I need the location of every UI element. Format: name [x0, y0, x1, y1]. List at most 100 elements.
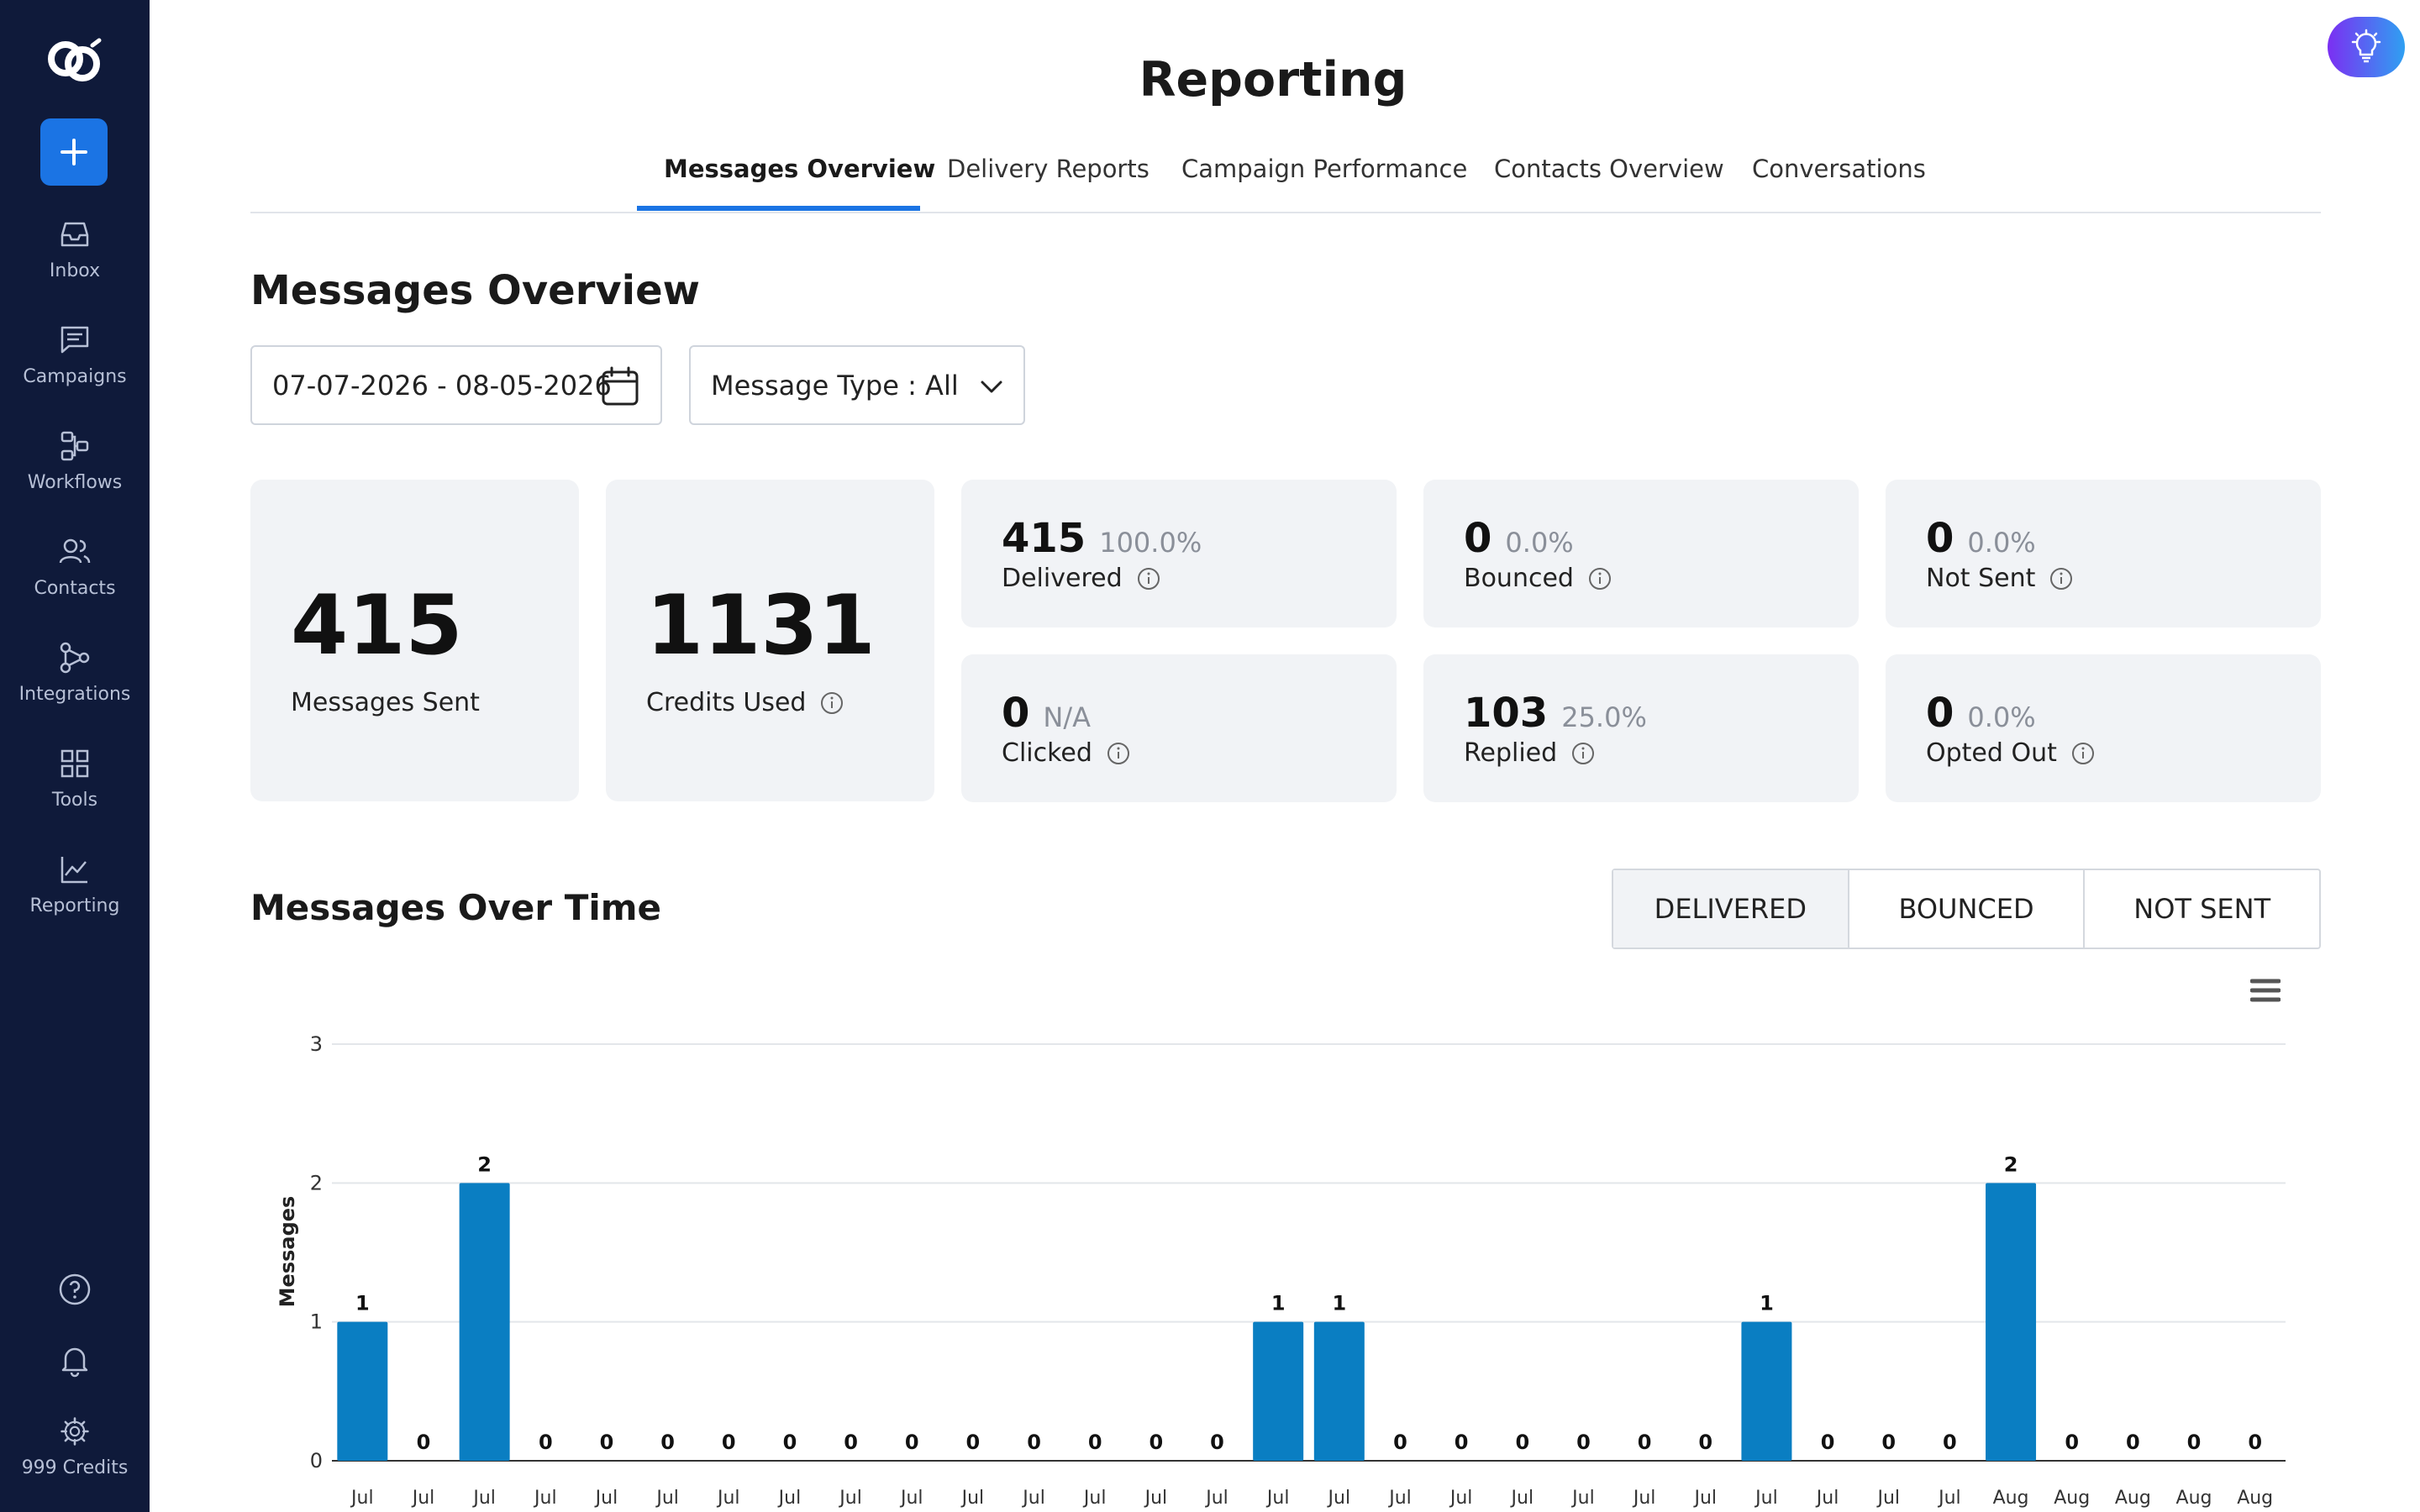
tab-messages-overview[interactable]: Messages Overview — [664, 155, 936, 183]
data-label: 2 — [477, 1152, 492, 1176]
data-label: 0 — [1943, 1431, 1957, 1454]
stat-value: 0 — [1002, 690, 1030, 737]
create-new-button[interactable] — [40, 118, 108, 186]
sidebar-item-label: Campaigns — [23, 366, 127, 387]
x-tick-label: Jul — [1632, 1488, 1656, 1509]
stat-card-not-sent: 0 0.0% Not Sent — [1886, 480, 2321, 627]
active-tab-indicator — [637, 206, 920, 211]
data-label: 0 — [539, 1431, 553, 1454]
x-tick-label: Jul — [594, 1488, 618, 1509]
info-icon[interactable] — [1587, 566, 1612, 591]
bar[interactable] — [1313, 1321, 1365, 1461]
data-label: 0 — [1150, 1431, 1164, 1454]
data-label: 0 — [1576, 1431, 1591, 1454]
stat-percent: 100.0% — [1099, 527, 1202, 559]
bar[interactable] — [1986, 1183, 2037, 1461]
sidebar-item-integrations[interactable]: Integrations — [0, 640, 150, 732]
stat-card-clicked: 0 N/A Clicked — [961, 654, 1397, 802]
sidebar-item-tools[interactable]: Tools — [0, 746, 150, 838]
tab-conversations[interactable]: Conversations — [1752, 155, 1926, 183]
chart-menu-icon[interactable] — [2250, 978, 2281, 1003]
bar[interactable] — [459, 1183, 510, 1461]
data-label: 0 — [1393, 1431, 1407, 1454]
stat-card-opted-out: 0 0.0% Opted Out — [1886, 654, 2321, 802]
x-tick-label: Jul — [777, 1488, 802, 1509]
x-tick-label: Jul — [350, 1488, 374, 1509]
tab-delivery-reports[interactable]: Delivery Reports — [947, 155, 1150, 183]
x-tick-label: Aug — [1993, 1488, 2029, 1509]
data-label: 0 — [1881, 1431, 1896, 1454]
sidebar-item-reporting[interactable]: Reporting — [0, 852, 150, 944]
bar[interactable] — [1741, 1321, 1792, 1461]
calendar-icon — [602, 366, 639, 406]
chart-icon — [60, 857, 87, 884]
y-axis-label: Messages — [276, 1196, 299, 1308]
toggle-not-sent-button[interactable]: NOT SENT — [2133, 893, 2271, 925]
data-label: 1 — [1271, 1292, 1286, 1315]
sidebar-item-contacts[interactable]: Contacts — [0, 534, 150, 627]
lightbulb-icon — [2351, 29, 2381, 63]
x-tick-label: Jul — [1204, 1488, 1228, 1509]
data-label: 0 — [1210, 1431, 1224, 1454]
bar[interactable] — [1253, 1321, 1304, 1461]
section-title: Messages Overview — [250, 267, 701, 314]
sidebar-item-campaigns[interactable]: Campaigns — [0, 323, 150, 415]
info-icon[interactable] — [819, 690, 844, 716]
info-icon[interactable] — [1106, 741, 1131, 766]
stat-percent: 0.0% — [1505, 527, 1574, 559]
info-icon[interactable] — [2049, 566, 2074, 591]
info-icon[interactable] — [1570, 741, 1596, 766]
stat-label: Bounced — [1464, 564, 1574, 593]
data-label: 0 — [660, 1431, 675, 1454]
tips-button[interactable] — [2328, 17, 2405, 77]
app-logo-icon[interactable] — [42, 34, 106, 87]
x-tick-label: Aug — [2237, 1488, 2273, 1509]
help-icon[interactable] — [57, 1272, 92, 1307]
grid-icon — [60, 749, 89, 778]
bell-icon[interactable] — [57, 1342, 92, 1378]
info-icon[interactable] — [1136, 566, 1161, 591]
sidebar-item-label: Integrations — [18, 684, 131, 705]
x-tick-label: Jul — [1144, 1488, 1168, 1509]
stat-label: Delivered — [1002, 564, 1123, 593]
credits-balance[interactable]: 999 Credits — [21, 1457, 129, 1478]
gear-icon[interactable] — [60, 1416, 90, 1446]
tab-campaign-performance[interactable]: Campaign Performance — [1181, 155, 1468, 183]
data-label: 0 — [966, 1431, 981, 1454]
stat-card-credits-used: 1131 Credits Used — [606, 480, 934, 801]
x-tick-label: Jul — [1876, 1488, 1900, 1509]
toggle-delivered-button[interactable]: DELIVERED — [1613, 870, 1849, 948]
stat-card-bounced: 0 0.0% Bounced — [1423, 480, 1859, 627]
date-range-picker[interactable]: 07-07-2026 - 08-05-2026 — [250, 345, 662, 425]
sidebar-item-workflows[interactable]: Workflows — [0, 428, 150, 521]
tab-contacts-overview[interactable]: Contacts Overview — [1494, 155, 1724, 183]
stat-percent: 25.0% — [1561, 701, 1647, 733]
data-label: 0 — [844, 1431, 858, 1454]
x-tick-label: Jul — [1327, 1488, 1351, 1509]
toggle-bounced-button[interactable]: BOUNCED — [1849, 870, 2086, 948]
x-tick-label: Jul — [471, 1488, 496, 1509]
stat-label: Messages Sent — [291, 688, 480, 717]
x-tick-label: Jul — [411, 1488, 435, 1509]
chart-title: Messages Over Time — [250, 887, 661, 928]
data-label: 0 — [722, 1431, 736, 1454]
x-tick-label: Jul — [899, 1488, 923, 1509]
plus-icon — [60, 139, 87, 165]
y-tick-label: 1 — [310, 1310, 323, 1334]
stat-value: 0 — [1926, 690, 1954, 737]
x-tick-label: Jul — [1815, 1488, 1839, 1509]
stat-label: Replied — [1464, 738, 1558, 768]
info-icon[interactable] — [2070, 741, 2096, 766]
data-label: 0 — [1698, 1431, 1712, 1454]
bar[interactable] — [337, 1321, 388, 1461]
data-label: 0 — [417, 1431, 431, 1454]
stat-value: 0 — [1464, 515, 1492, 562]
stat-percent: N/A — [1043, 701, 1092, 733]
sidebar-item-inbox[interactable]: Inbox — [0, 217, 150, 309]
stat-value: 1131 — [646, 578, 876, 674]
stat-percent: 0.0% — [1967, 527, 2036, 559]
x-tick-label: Aug — [2054, 1488, 2090, 1509]
message-type-select[interactable]: Message Type : All — [689, 345, 1025, 425]
x-tick-label: Jul — [1692, 1488, 1717, 1509]
data-label: 0 — [1821, 1431, 1835, 1454]
